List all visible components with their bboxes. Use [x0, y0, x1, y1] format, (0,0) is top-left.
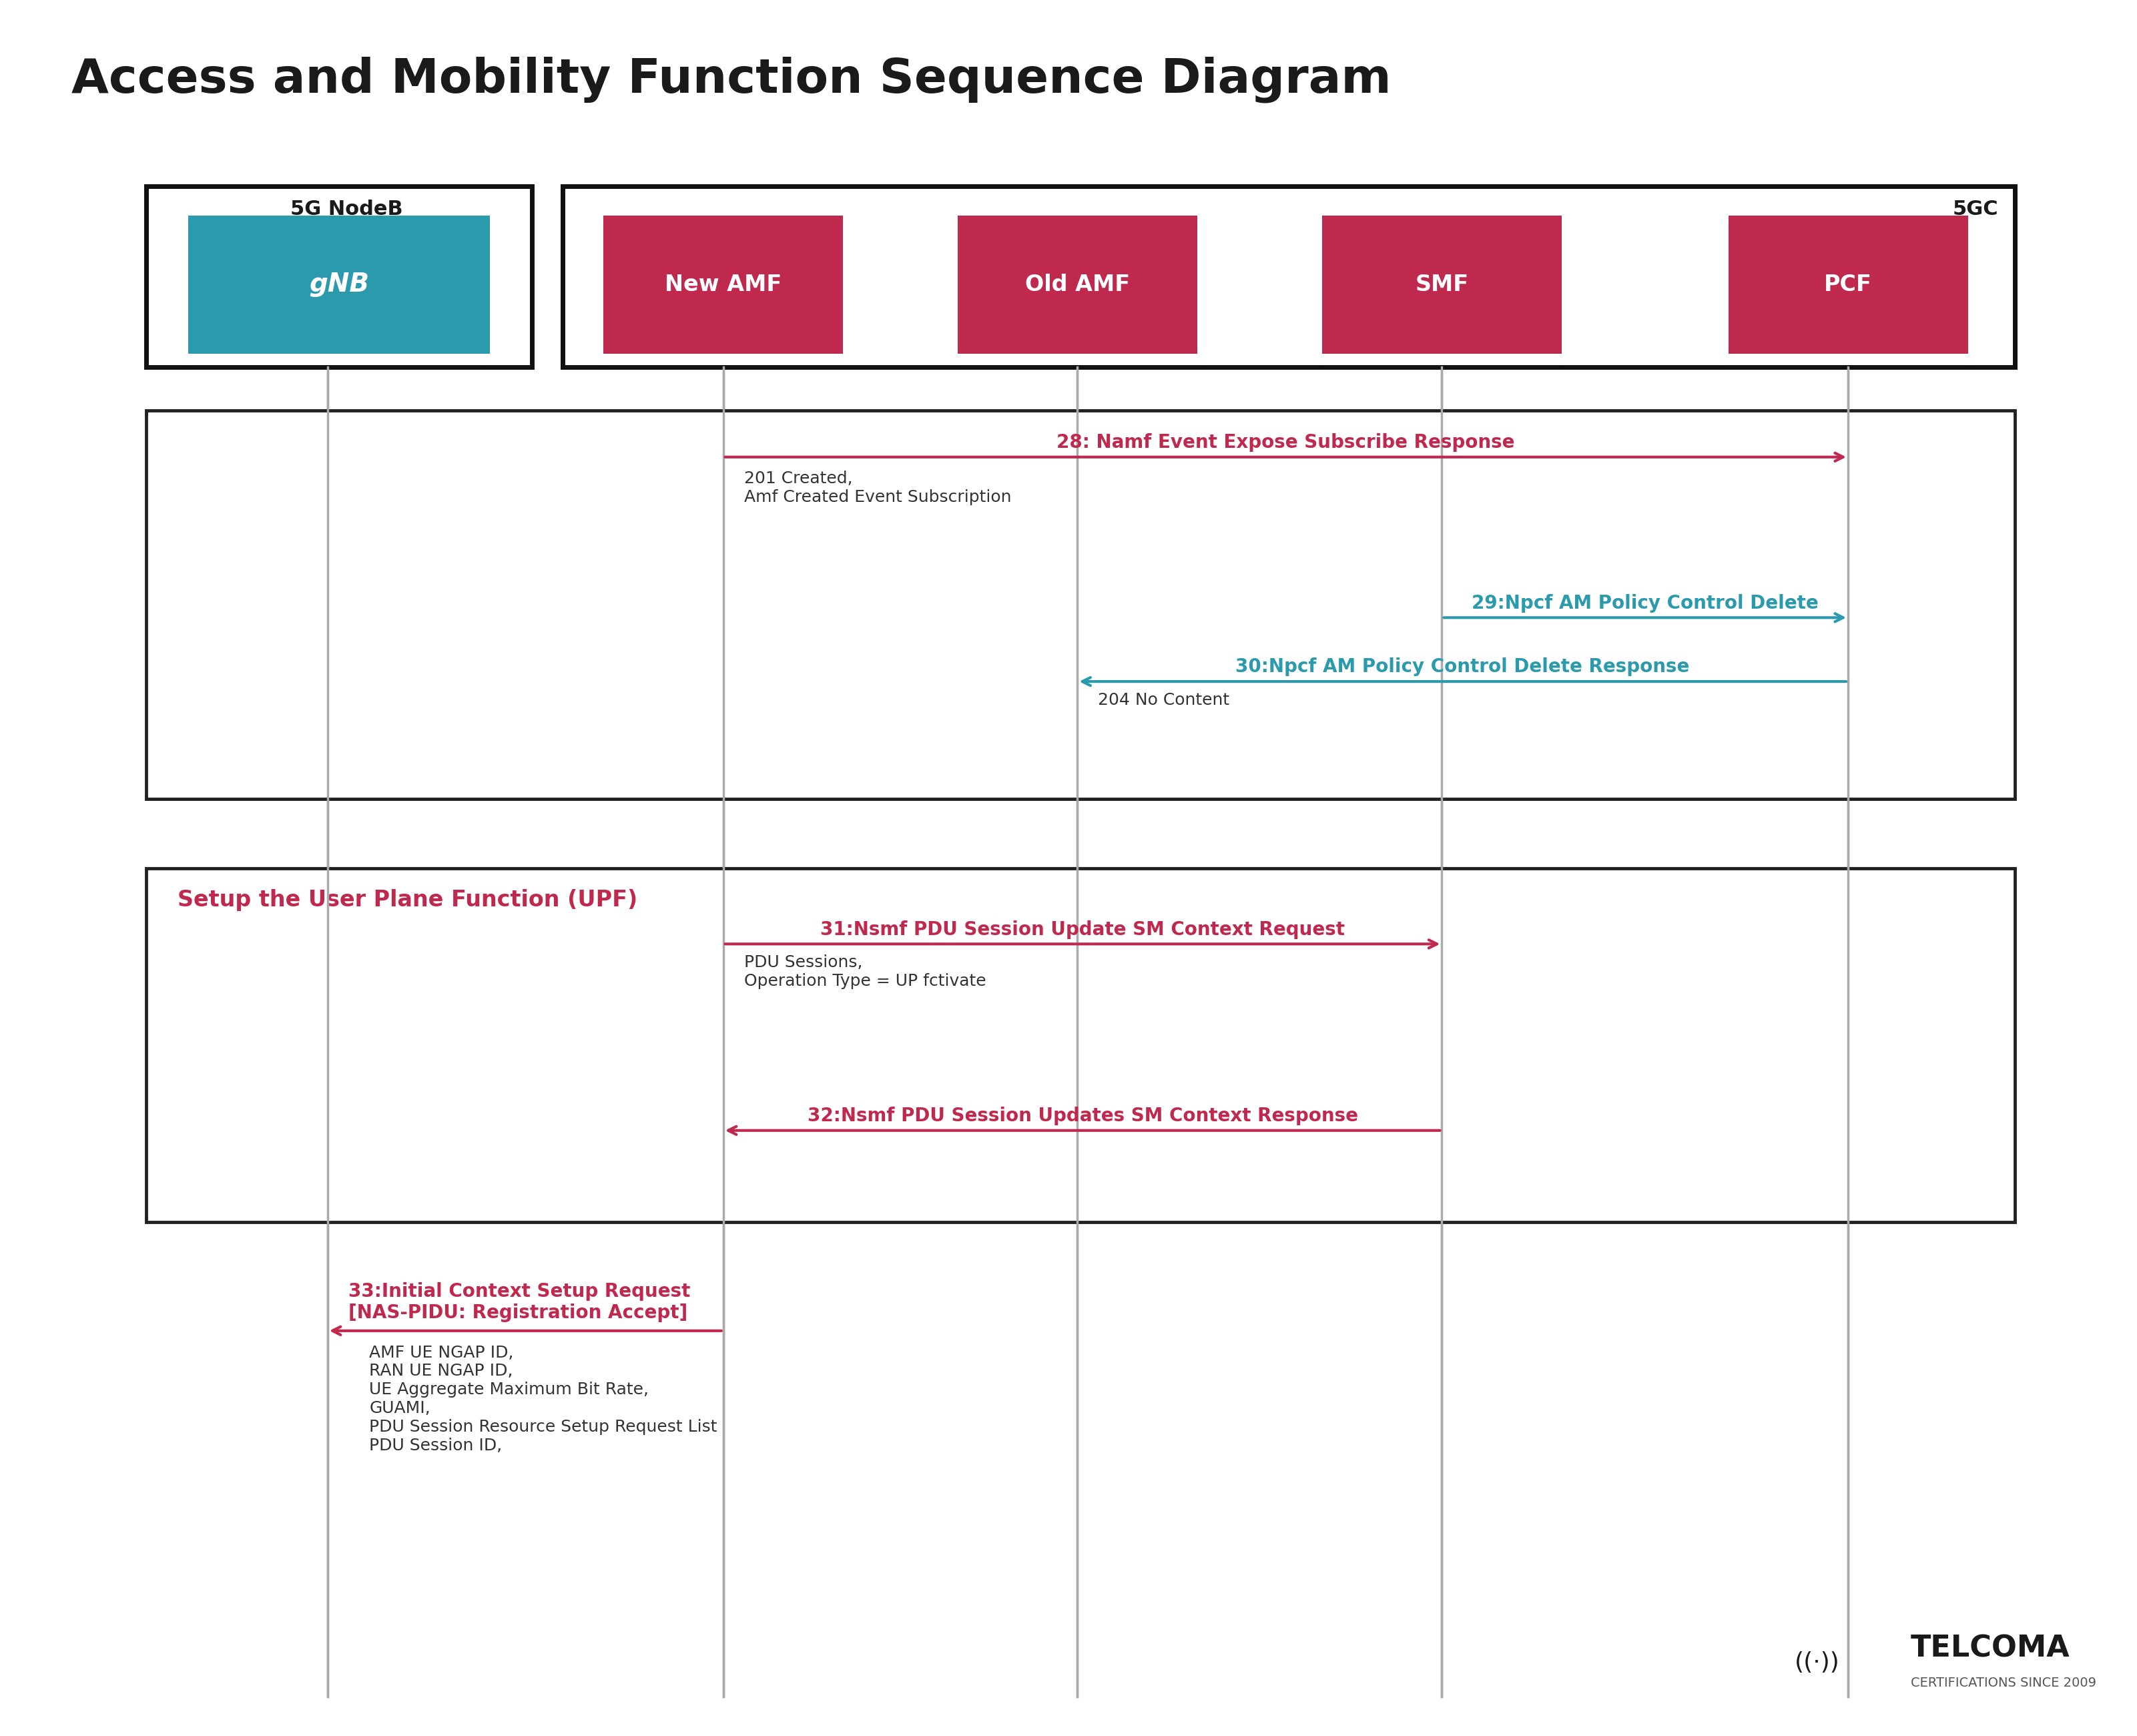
Text: Access and Mobility Function Sequence Diagram: Access and Mobility Function Sequence Di…: [71, 57, 1391, 102]
Text: 201 Created,
Amf Created Event Subscription: 201 Created, Amf Created Event Subscript…: [744, 470, 1011, 505]
Text: ((·)): ((·)): [1795, 1651, 1840, 1674]
Bar: [188, 215, 489, 354]
Bar: [1729, 215, 1968, 354]
Text: 33:Initial Context Setup Request
[NAS-PIDU: Registration Accept]: 33:Initial Context Setup Request [NAS-PI…: [348, 1281, 690, 1323]
Text: New AMF: New AMF: [665, 273, 782, 295]
Bar: [145, 868, 2015, 1222]
Text: PCF: PCF: [1825, 273, 1872, 295]
Text: 31:Nsmf PDU Session Update SM Context Request: 31:Nsmf PDU Session Update SM Context Re…: [821, 920, 1344, 939]
Bar: [145, 410, 2015, 799]
Bar: [145, 186, 532, 368]
Text: 32:Nsmf PDU Session Updates SM Context Response: 32:Nsmf PDU Session Updates SM Context R…: [808, 1106, 1357, 1125]
Bar: [603, 215, 842, 354]
Text: 5G NodeB: 5G NodeB: [291, 200, 404, 219]
Text: 29:Npcf AM Policy Control Delete: 29:Npcf AM Policy Control Delete: [1472, 594, 1819, 613]
Text: gNB: gNB: [310, 271, 370, 297]
Text: AMF UE NGAP ID,
RAN UE NGAP ID,
UE Aggregate Maximum Bit Rate,
GUAMI,
PDU Sessio: AMF UE NGAP ID, RAN UE NGAP ID, UE Aggre…: [370, 1345, 718, 1453]
Text: 30:Npcf AM Policy Control Delete Response: 30:Npcf AM Policy Control Delete Respons…: [1235, 658, 1690, 677]
Text: 204 No Content: 204 No Content: [1098, 693, 1229, 708]
Text: Old AMF: Old AMF: [1026, 273, 1130, 295]
Bar: [1323, 215, 1562, 354]
Text: TELCOMA: TELCOMA: [1910, 1634, 2071, 1663]
Text: SMF: SMF: [1415, 273, 1468, 295]
Bar: [957, 215, 1197, 354]
Text: Setup the User Plane Function (UPF): Setup the User Plane Function (UPF): [177, 889, 637, 911]
Text: CERTIFICATIONS SINCE 2009: CERTIFICATIONS SINCE 2009: [1910, 1677, 2096, 1689]
Bar: [562, 186, 2015, 368]
Text: PDU Sessions,
Operation Type = UP fctivate: PDU Sessions, Operation Type = UP fctiva…: [744, 955, 985, 990]
Text: 28: Namf Event Expose Subscribe Response: 28: Namf Event Expose Subscribe Response: [1056, 434, 1515, 451]
Text: 5GC: 5GC: [1953, 200, 1998, 219]
